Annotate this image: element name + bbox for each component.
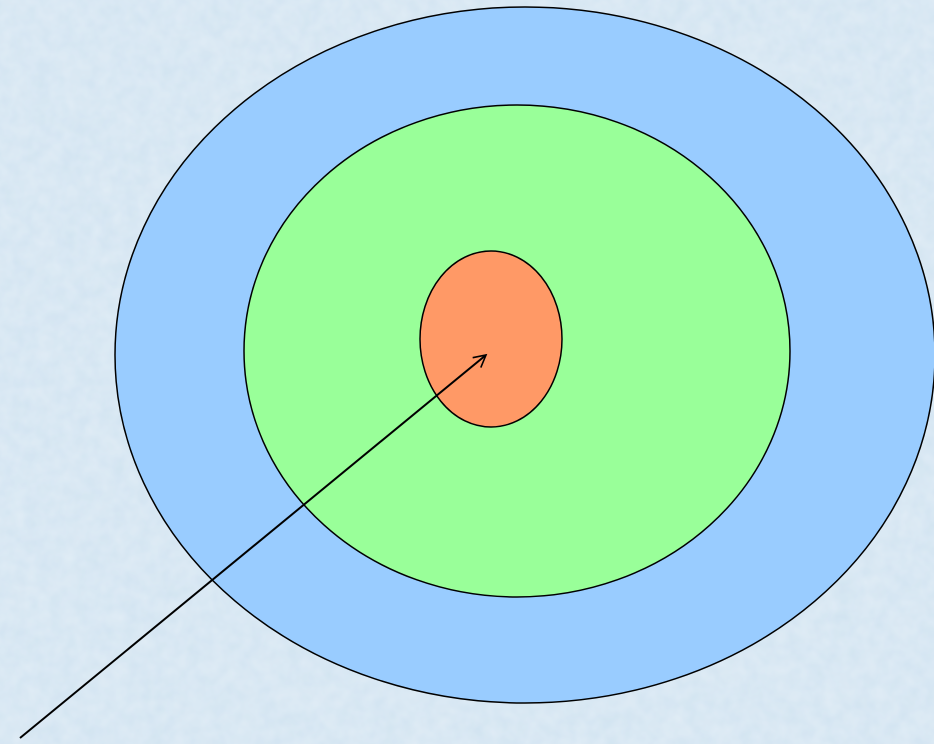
bullseye-center <box>419 250 563 428</box>
arrow-pointing-to-center <box>19 353 488 739</box>
